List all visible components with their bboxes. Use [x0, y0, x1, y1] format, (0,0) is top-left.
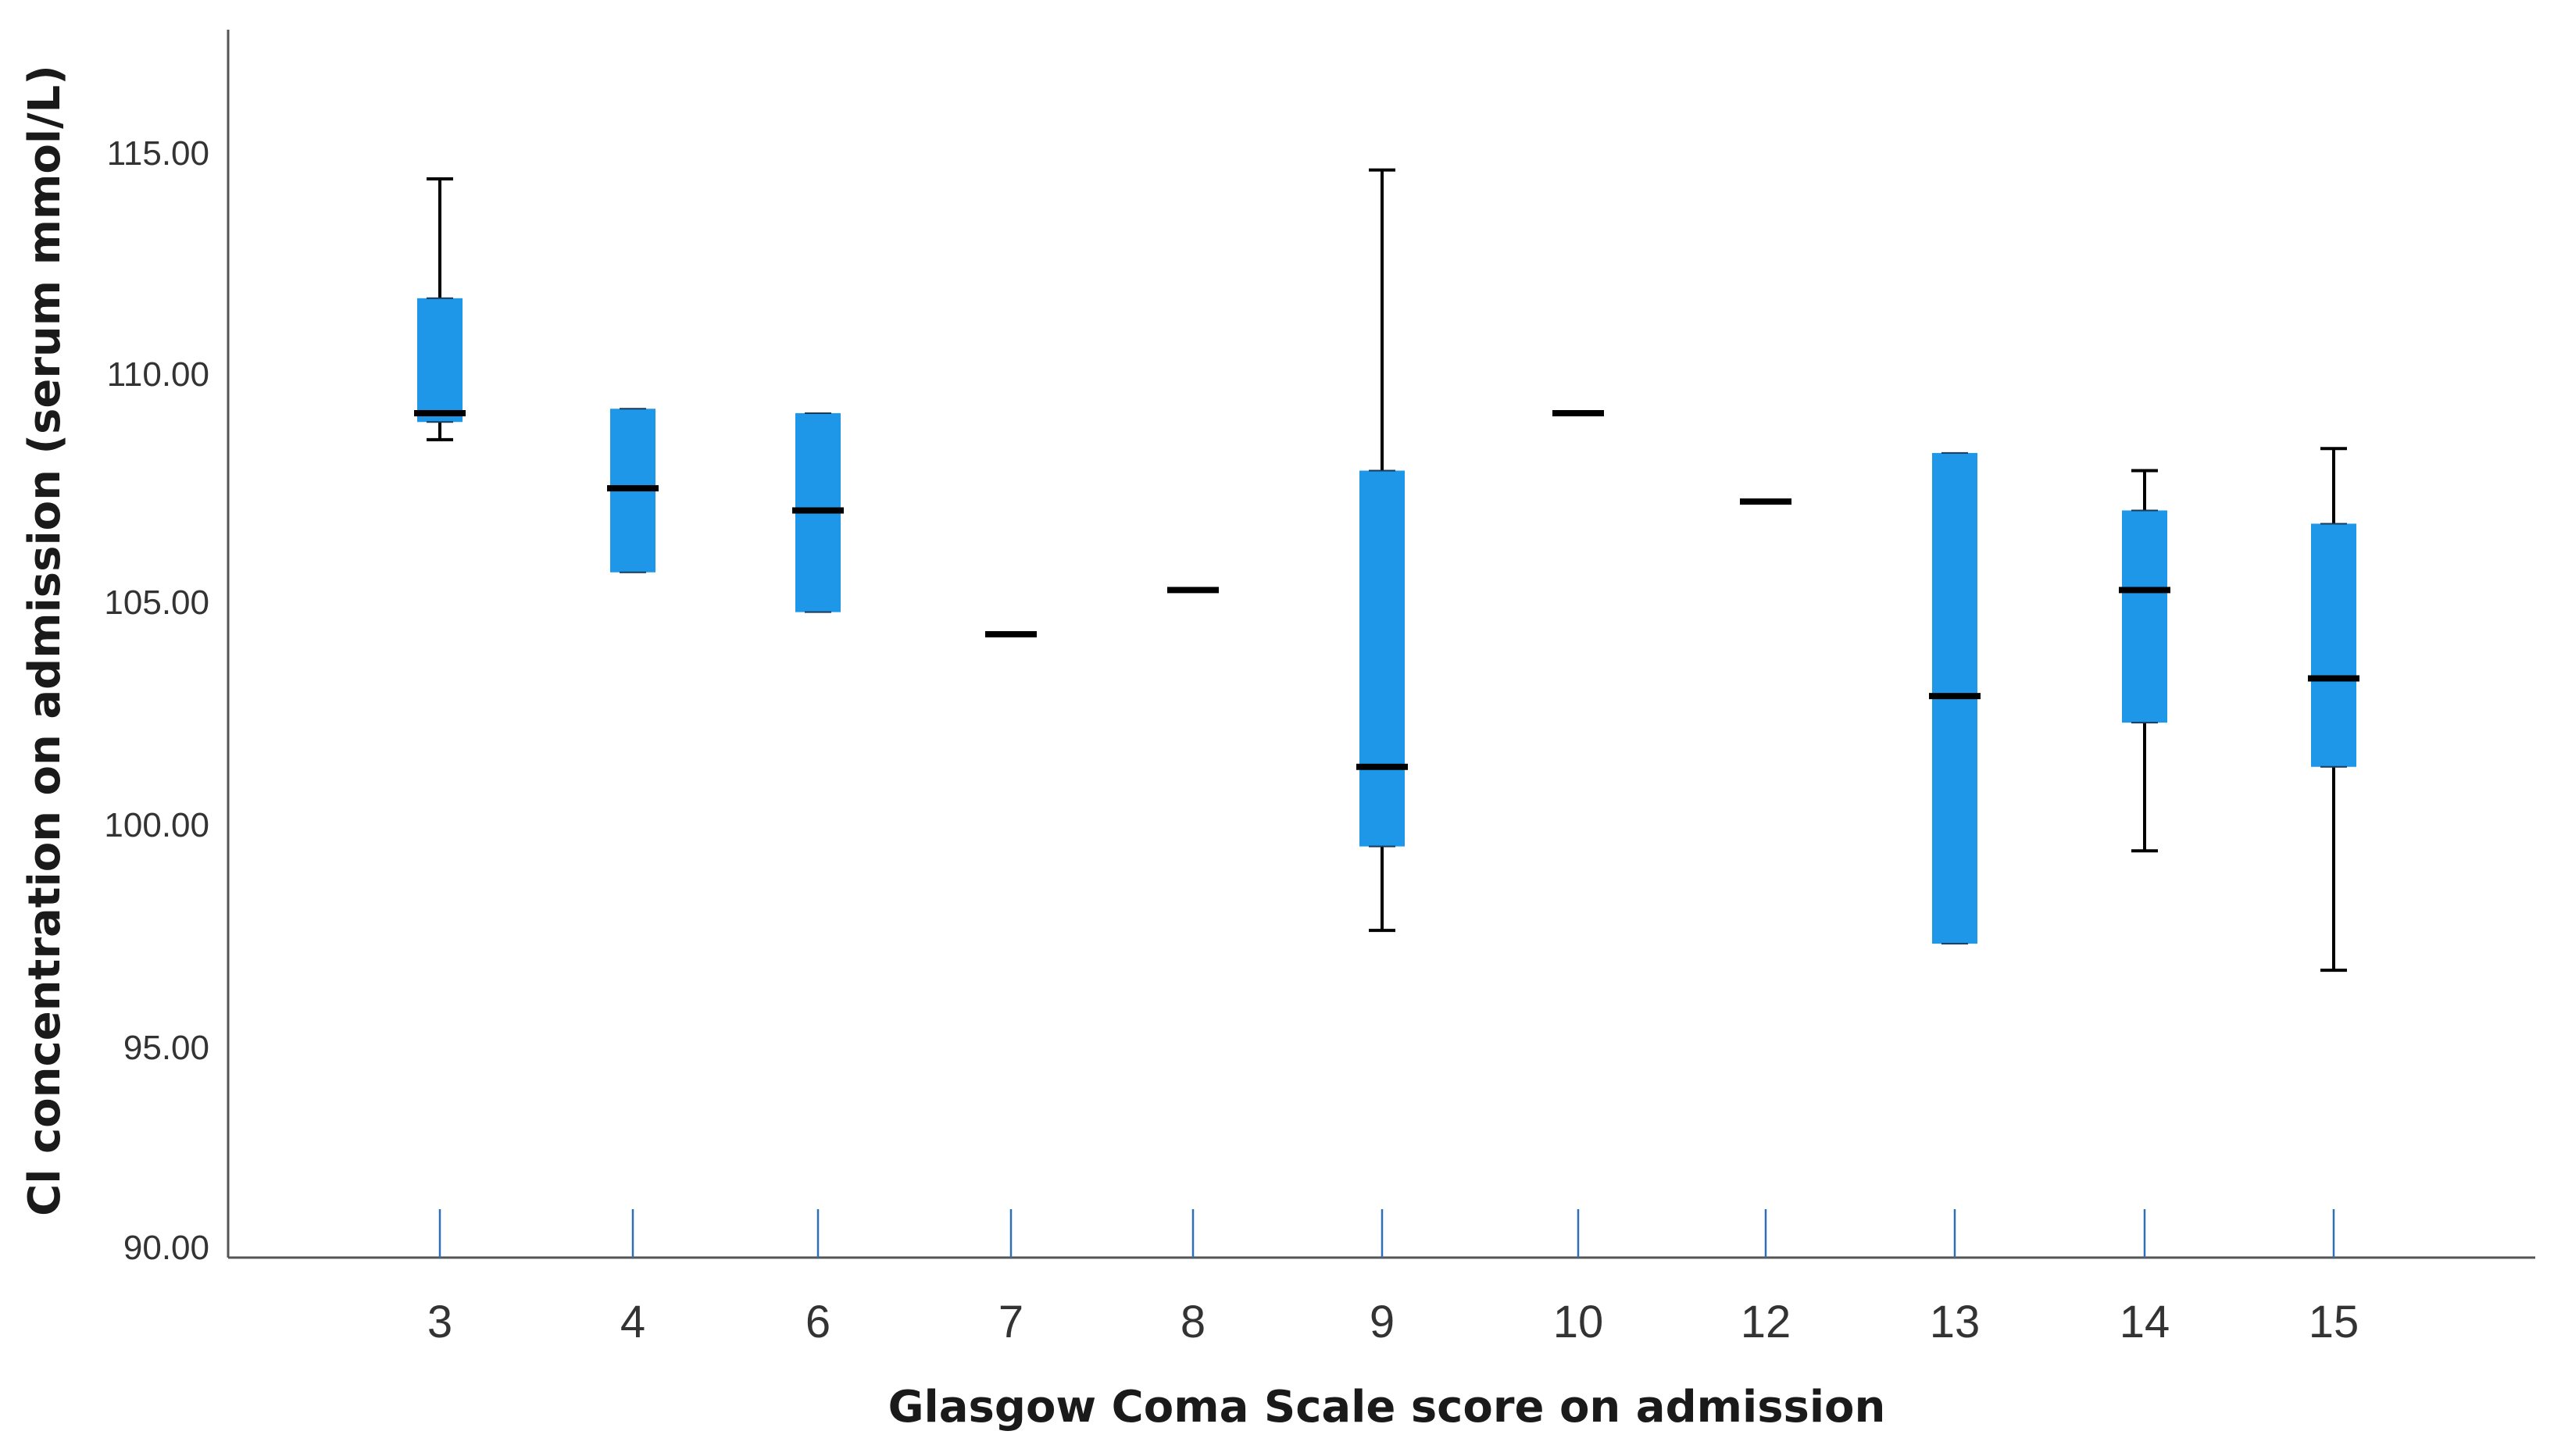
x-tick-label: 14	[2120, 1297, 2170, 1347]
box-body	[2311, 523, 2356, 767]
box-gcs-4	[607, 408, 659, 573]
y-tick-label: 95.00	[123, 1029, 209, 1067]
y-axis-title: Cl concentration on admission (serum mmo…	[20, 65, 70, 1216]
y-tick-label: 90.00	[123, 1229, 209, 1267]
y-tick-label: 115.00	[107, 134, 209, 173]
x-tick-label: 9	[1370, 1297, 1395, 1347]
box-gcs-13	[1929, 451, 1981, 945]
box-body	[1359, 470, 1405, 847]
x-tick-label: 15	[2309, 1297, 2359, 1347]
box-body	[417, 298, 463, 423]
x-tick-label: 10	[1553, 1297, 1604, 1347]
y-tick-label: 105.00	[104, 583, 209, 622]
x-tick-label: 6	[805, 1297, 830, 1347]
x-tick-label: 8	[1181, 1297, 1206, 1347]
box-gcs-15	[2308, 447, 2359, 972]
x-tick-label: 7	[998, 1297, 1023, 1347]
x-tick-label: 12	[1741, 1297, 1791, 1347]
x-tick-label: 13	[1930, 1297, 1981, 1347]
box-body	[2122, 510, 2167, 723]
box-gcs-6	[792, 412, 844, 613]
box-gcs-3	[414, 177, 466, 441]
x-tick-label: 4	[620, 1297, 645, 1347]
x-tick-label: 3	[427, 1297, 452, 1347]
boxes	[414, 168, 2359, 972]
y-axis: 90.00 95.00 100.00 105.00 110.00 115.00	[104, 30, 230, 1267]
x-axis-title: Glasgow Coma Scale score on admission	[888, 1382, 1886, 1433]
y-tick-label: 100.00	[104, 806, 209, 844]
box-gcs-9	[1356, 168, 1408, 933]
y-tick-label: 110.00	[107, 355, 209, 394]
x-axis: 3 4 6 7 8 9 10 12 13 14 15	[228, 1209, 2535, 1347]
box-gcs-14	[2119, 469, 2170, 853]
